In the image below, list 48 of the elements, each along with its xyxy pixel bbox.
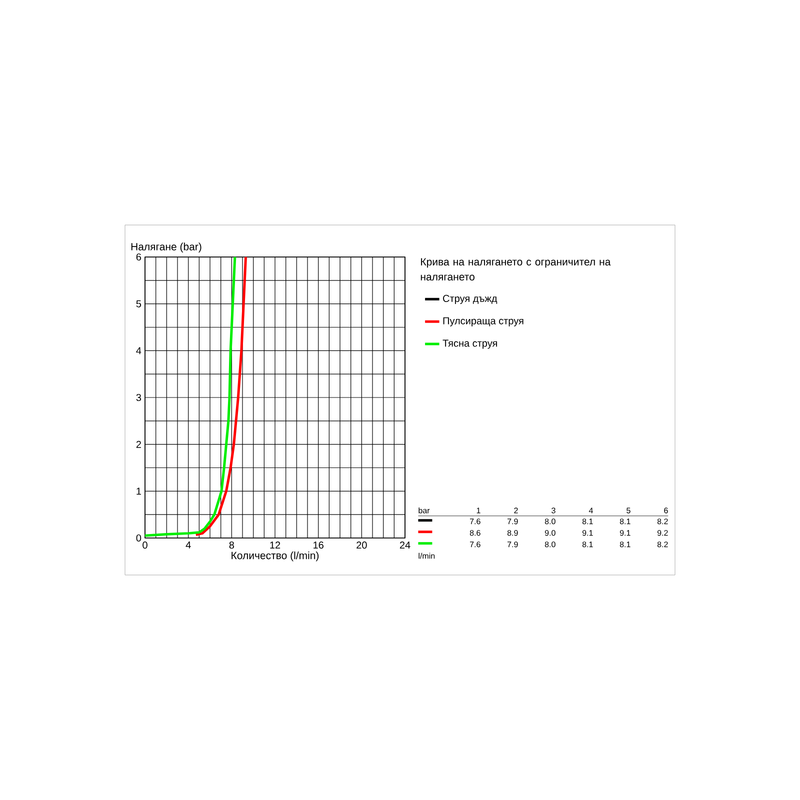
text: 8.1 (620, 518, 630, 524)
text: 8.0 (544, 518, 556, 524)
x-tick-label: 12 (270, 542, 280, 549)
line-series (194, 256, 247, 536)
text: bar (418, 507, 430, 514)
y-tick-label: 6 (136, 253, 142, 261)
text: 9.0 (544, 530, 556, 536)
x-tick-label: 16 (314, 542, 324, 549)
text: 3 (552, 508, 556, 514)
y-tick-label: 3 (136, 394, 142, 402)
text: 9.1 (620, 530, 630, 536)
text: 8.1 (582, 518, 593, 524)
text: 8.2 (657, 542, 668, 548)
text: 8.1 (620, 542, 630, 548)
y-tick-label: 4 (136, 347, 142, 354)
y-tick-label: 2 (136, 440, 141, 448)
line-series (144, 256, 236, 537)
text: 8.9 (507, 530, 518, 536)
x-tick-label: 8 (229, 542, 234, 549)
text: 7.6 (470, 542, 480, 548)
x-tick-label: 4 (186, 542, 191, 548)
text: 6 (664, 508, 668, 514)
text: 8.6 (470, 530, 480, 536)
x-tick-label: 0 (142, 542, 148, 549)
text: 2 (514, 508, 518, 514)
text: 8.0 (544, 542, 556, 548)
legend-label: Струя дъжд (443, 294, 498, 304)
text: 7.9 (507, 542, 518, 548)
y-tick-label: 1 (136, 488, 141, 495)
text: 8.1 (582, 542, 593, 548)
y-tick-label: 0 (136, 534, 142, 542)
text: 8.2 (657, 518, 668, 524)
y-axis-title: Налягане (bar) (131, 242, 202, 252)
text: 7.6 (470, 518, 480, 524)
text: 5 (626, 508, 630, 514)
legend-label: Пулсираща струя (443, 317, 524, 326)
text: 4 (588, 508, 593, 514)
x-tick-label: 20 (356, 542, 367, 549)
text: Крива на налягането с ограничител на налягането (420, 258, 611, 281)
text: 9.1 (582, 530, 593, 536)
legend-label: Тясна струя (442, 340, 497, 349)
text: 1 (476, 508, 480, 514)
y-tick-label: 5 (136, 300, 142, 308)
x-tick-label: 24 (400, 542, 410, 549)
text: l/min (418, 552, 435, 559)
x-axis-title: Количество (l/min) (232, 551, 319, 562)
text: 7.9 (507, 518, 518, 524)
text: 9.2 (657, 530, 668, 536)
